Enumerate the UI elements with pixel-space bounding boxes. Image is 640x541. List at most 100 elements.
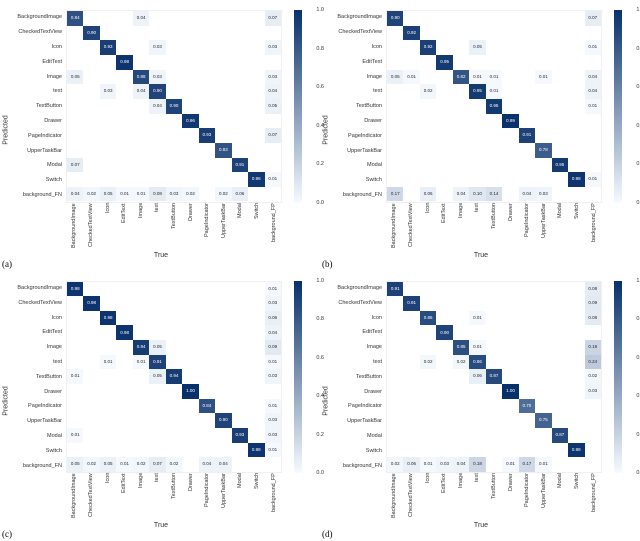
- heatmap-cell: [265, 187, 281, 202]
- heatmap-cell: [149, 428, 165, 443]
- heatmap-cell: [486, 158, 502, 173]
- heatmap-cell: [568, 143, 584, 158]
- heatmap-cell: [469, 158, 485, 173]
- heatmap-cell: [199, 413, 215, 428]
- heatmap-cell: [420, 296, 436, 311]
- heatmap-cell: 0.06: [265, 311, 281, 326]
- heatmap-cell: [67, 443, 83, 458]
- heatmap-cell: [116, 40, 132, 55]
- heatmap-cell: [469, 325, 485, 340]
- heatmap-cell: [502, 325, 518, 340]
- heatmap-cell: 0.75: [535, 413, 551, 428]
- heatmap-cell: [116, 128, 132, 143]
- xtick-label: CheckedTextView: [408, 473, 414, 523]
- heatmap-cell: 0.07: [265, 11, 281, 26]
- heatmap-cell: [486, 128, 502, 143]
- heatmap-cell: 0.01: [100, 355, 116, 370]
- chart-b: BackgroundImageCheckedTextViewIconEditTe…: [328, 4, 634, 257]
- heatmap-cell: [436, 84, 452, 99]
- heatmap-cell: [100, 114, 116, 129]
- heatmap-cell: 0.17: [519, 457, 535, 472]
- xtick-label: background_FP: [271, 203, 277, 253]
- heatmap-cell: [149, 399, 165, 414]
- ytick-label: Modal: [328, 429, 384, 444]
- heatmap-cell: [149, 311, 165, 326]
- heatmap-cell: [436, 428, 452, 443]
- ytick-label: BackgroundImage: [8, 10, 64, 25]
- heatmap-cell: [116, 340, 132, 355]
- ytick-label: background_FN: [328, 188, 384, 203]
- heatmap-cell: [436, 369, 452, 384]
- heatmap-cell: [83, 114, 99, 129]
- heatmap-cell: [199, 187, 215, 202]
- heatmap-cell: 0.01: [265, 282, 281, 297]
- heatmap-cell: [436, 114, 452, 129]
- heatmap-cell: [232, 399, 248, 414]
- heatmap-cell: [387, 26, 403, 41]
- heatmap-cell: [486, 457, 502, 472]
- heatmap-cell: 0.05: [100, 457, 116, 472]
- heatmap-cell: 0.04: [67, 187, 83, 202]
- panel-label: (d): [322, 529, 333, 539]
- heatmap-cell: [67, 99, 83, 114]
- heatmap-cell: [535, 84, 551, 99]
- heatmap-cell: [436, 172, 452, 187]
- heatmap-cell: [232, 340, 248, 355]
- heatmap-cell: [232, 114, 248, 129]
- heatmap-cell: [67, 325, 83, 340]
- heatmap-cell: [535, 296, 551, 311]
- heatmap-cell: [67, 399, 83, 414]
- heatmap-cell: 0.05: [387, 70, 403, 85]
- heatmap-cell: [215, 26, 231, 41]
- heatmap-cell: [568, 70, 584, 85]
- ytick-label: EditText: [328, 54, 384, 69]
- heatmap-cell: [248, 70, 264, 85]
- heatmap-cell: [149, 296, 165, 311]
- ytick-label: Modal: [328, 158, 384, 173]
- heatmap-cell: 0.04: [199, 457, 215, 472]
- ytick-label: background_FN: [8, 188, 64, 203]
- heatmap-cell: [83, 143, 99, 158]
- heatmap-cell: [83, 99, 99, 114]
- heatmap-cell: 0.01: [67, 369, 83, 384]
- heatmap-cell: [199, 325, 215, 340]
- heatmap-cell: [133, 413, 149, 428]
- heatmap-cell: 0.04: [585, 70, 601, 85]
- heatmap-cell: [199, 384, 215, 399]
- heatmap-cell: 1.00: [502, 384, 518, 399]
- heatmap-cell: [585, 55, 601, 70]
- heatmap-cell: [116, 99, 132, 114]
- heatmap-cell: [420, 399, 436, 414]
- heatmap-cell: [436, 282, 452, 297]
- heatmap-cell: 0.90: [83, 26, 99, 41]
- heatmap-cell: [67, 311, 83, 326]
- heatmap-cell: [67, 26, 83, 41]
- heatmap-cell: [83, 128, 99, 143]
- heatmap-cell: [403, 443, 419, 458]
- heatmap-cell: [116, 282, 132, 297]
- heatmap-cell: [199, 11, 215, 26]
- heatmap-cell: [215, 114, 231, 129]
- ytick-label: EditText: [8, 325, 64, 340]
- heatmap-cell: [133, 384, 149, 399]
- heatmap-cell: [100, 11, 116, 26]
- heatmap-cell: [116, 413, 132, 428]
- ytick-label: Icon: [8, 310, 64, 325]
- heatmap-cell: [248, 55, 264, 70]
- heatmap-cell: [67, 84, 83, 99]
- heatmap-cell: [585, 457, 601, 472]
- xtick-label: CheckedTextView: [408, 203, 414, 253]
- heatmap-cell: [248, 128, 264, 143]
- ytick-label: Switch: [8, 173, 64, 188]
- heatmap-cell: [403, 428, 419, 443]
- heatmap-cell: 0.03: [265, 70, 281, 85]
- heatmap-cell: [182, 143, 198, 158]
- heatmap-cell: [149, 158, 165, 173]
- heatmap-cell: [387, 114, 403, 129]
- heatmap-cell: [83, 369, 99, 384]
- xtick-label: Drawer: [508, 203, 514, 253]
- heatmap-cell: [387, 384, 403, 399]
- heatmap-cell: [519, 443, 535, 458]
- heatmap-cell: 0.14: [486, 187, 502, 202]
- heatmap-cell: [420, 158, 436, 173]
